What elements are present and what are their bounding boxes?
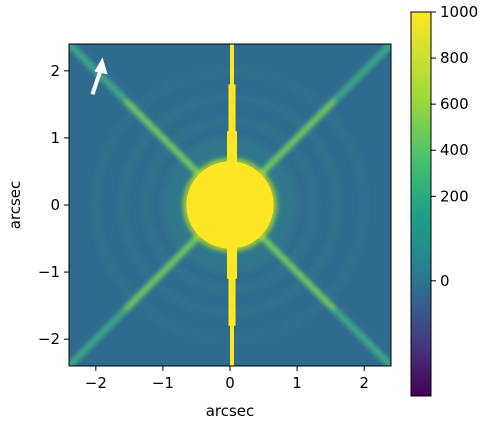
y-axis-label: arcsec	[6, 181, 24, 230]
psf-image	[69, 44, 391, 366]
y-tick-label: −2	[38, 330, 60, 348]
x-axis-label: arcsec	[206, 402, 255, 420]
y-tick-label: 2	[50, 62, 60, 80]
colorbar-tick-label: 600	[440, 95, 469, 113]
colorbar-tick-label: 200	[440, 187, 469, 205]
colorbar-tick-label: 1000	[440, 3, 478, 21]
x-tick-label: 2	[359, 374, 369, 392]
x-tick-label: 0	[225, 374, 235, 392]
colorbar: 0 200 400 600 800 1000	[410, 3, 478, 397]
streak-mid	[228, 84, 236, 326]
arrow-head	[94, 57, 108, 75]
vertical-streak	[227, 44, 238, 366]
y-tick-label: −1	[38, 263, 60, 281]
y-axis: −2 −1 0 1 2	[38, 62, 69, 348]
colorbar-tick-label: 0	[440, 272, 450, 290]
y-tick-label: 1	[50, 129, 60, 147]
x-tick-label: −1	[152, 374, 174, 392]
x-tick-label: 1	[292, 374, 302, 392]
airy-ring	[92, 67, 368, 343]
north-arrow-icon	[90, 57, 108, 95]
colorbar-gradient	[410, 11, 432, 397]
x-tick-label: −2	[85, 374, 107, 392]
y-tick-label: 0	[50, 196, 60, 214]
x-axis: −2 −1 0 1 2	[85, 366, 369, 392]
colorbar-ticks: 0 200 400 600 800 1000	[431, 3, 478, 290]
colorbar-tick-label: 400	[440, 141, 469, 159]
colorbar-tick-label: 800	[440, 49, 469, 67]
